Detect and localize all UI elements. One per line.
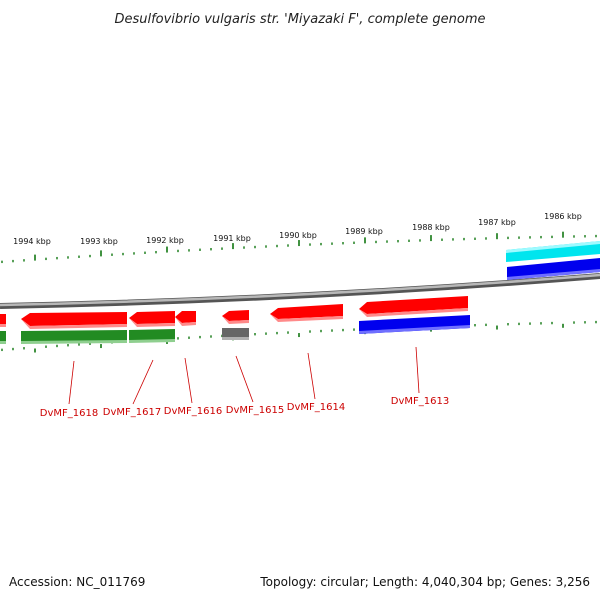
gene-arrow-1616 (175, 311, 196, 326)
outer-tick-ruler (1, 231, 597, 264)
gene-arrow-1617 (129, 311, 175, 327)
tick-label-1992: 1992 kbp (146, 236, 184, 245)
gene-label-leaders (68, 346, 420, 405)
gene-label-1615: DvMF_1615 (226, 405, 284, 416)
tick-label-1991: 1991 kbp (213, 234, 251, 243)
gene-arrow-1613 (359, 296, 468, 317)
cds-bar-1617 (129, 329, 175, 343)
gene-arrows (0, 296, 468, 329)
gene-labels: DvMF_1618 DvMF_1617 DvMF_1616 DvMF_1615 … (40, 396, 449, 419)
tick-label-1990: 1990 kbp (279, 231, 317, 240)
tick-label-1987: 1987 kbp (478, 218, 516, 227)
cds-bar-1615 (222, 328, 249, 340)
accession-label: Accession: NC_011769 (9, 575, 145, 589)
tick-label-1993: 1993 kbp (80, 237, 118, 246)
cds-bars-inner (0, 315, 470, 344)
tick-label-1988: 1988 kbp (412, 223, 450, 232)
tick-label-1986: 1986 kbp (544, 212, 582, 221)
genome-info-label: Topology: circular; Length: 4,040,304 bp… (259, 575, 590, 589)
gene-label-1617: DvMF_1617 (103, 407, 161, 418)
gene-arrow-1615 (222, 310, 249, 324)
gene-label-1616: DvMF_1616 (164, 406, 222, 417)
cds-bar-1618 (21, 330, 127, 344)
gene-arrow-1614 (270, 304, 343, 322)
map-title: Desulfovibrio vulgaris str. 'Miyazaki F'… (114, 12, 485, 27)
cds-bar-1613 (359, 315, 470, 334)
tick-label-1994: 1994 kbp (13, 237, 51, 246)
gene-label-1618: DvMF_1618 (40, 408, 98, 419)
cds-outer-right (506, 241, 600, 280)
gene-label-1613: DvMF_1613 (391, 396, 449, 407)
gene-label-1614: DvMF_1614 (287, 402, 345, 413)
tick-label-1989: 1989 kbp (345, 227, 383, 236)
cds-bar-left-edge (0, 331, 6, 344)
tick-labels: 1994 kbp 1993 kbp 1992 kbp 1991 kbp 1990… (13, 212, 582, 246)
gene-arrow-left-edge (0, 314, 6, 327)
gene-arrow-1618 (21, 312, 127, 329)
genome-backbone (0, 273, 600, 309)
